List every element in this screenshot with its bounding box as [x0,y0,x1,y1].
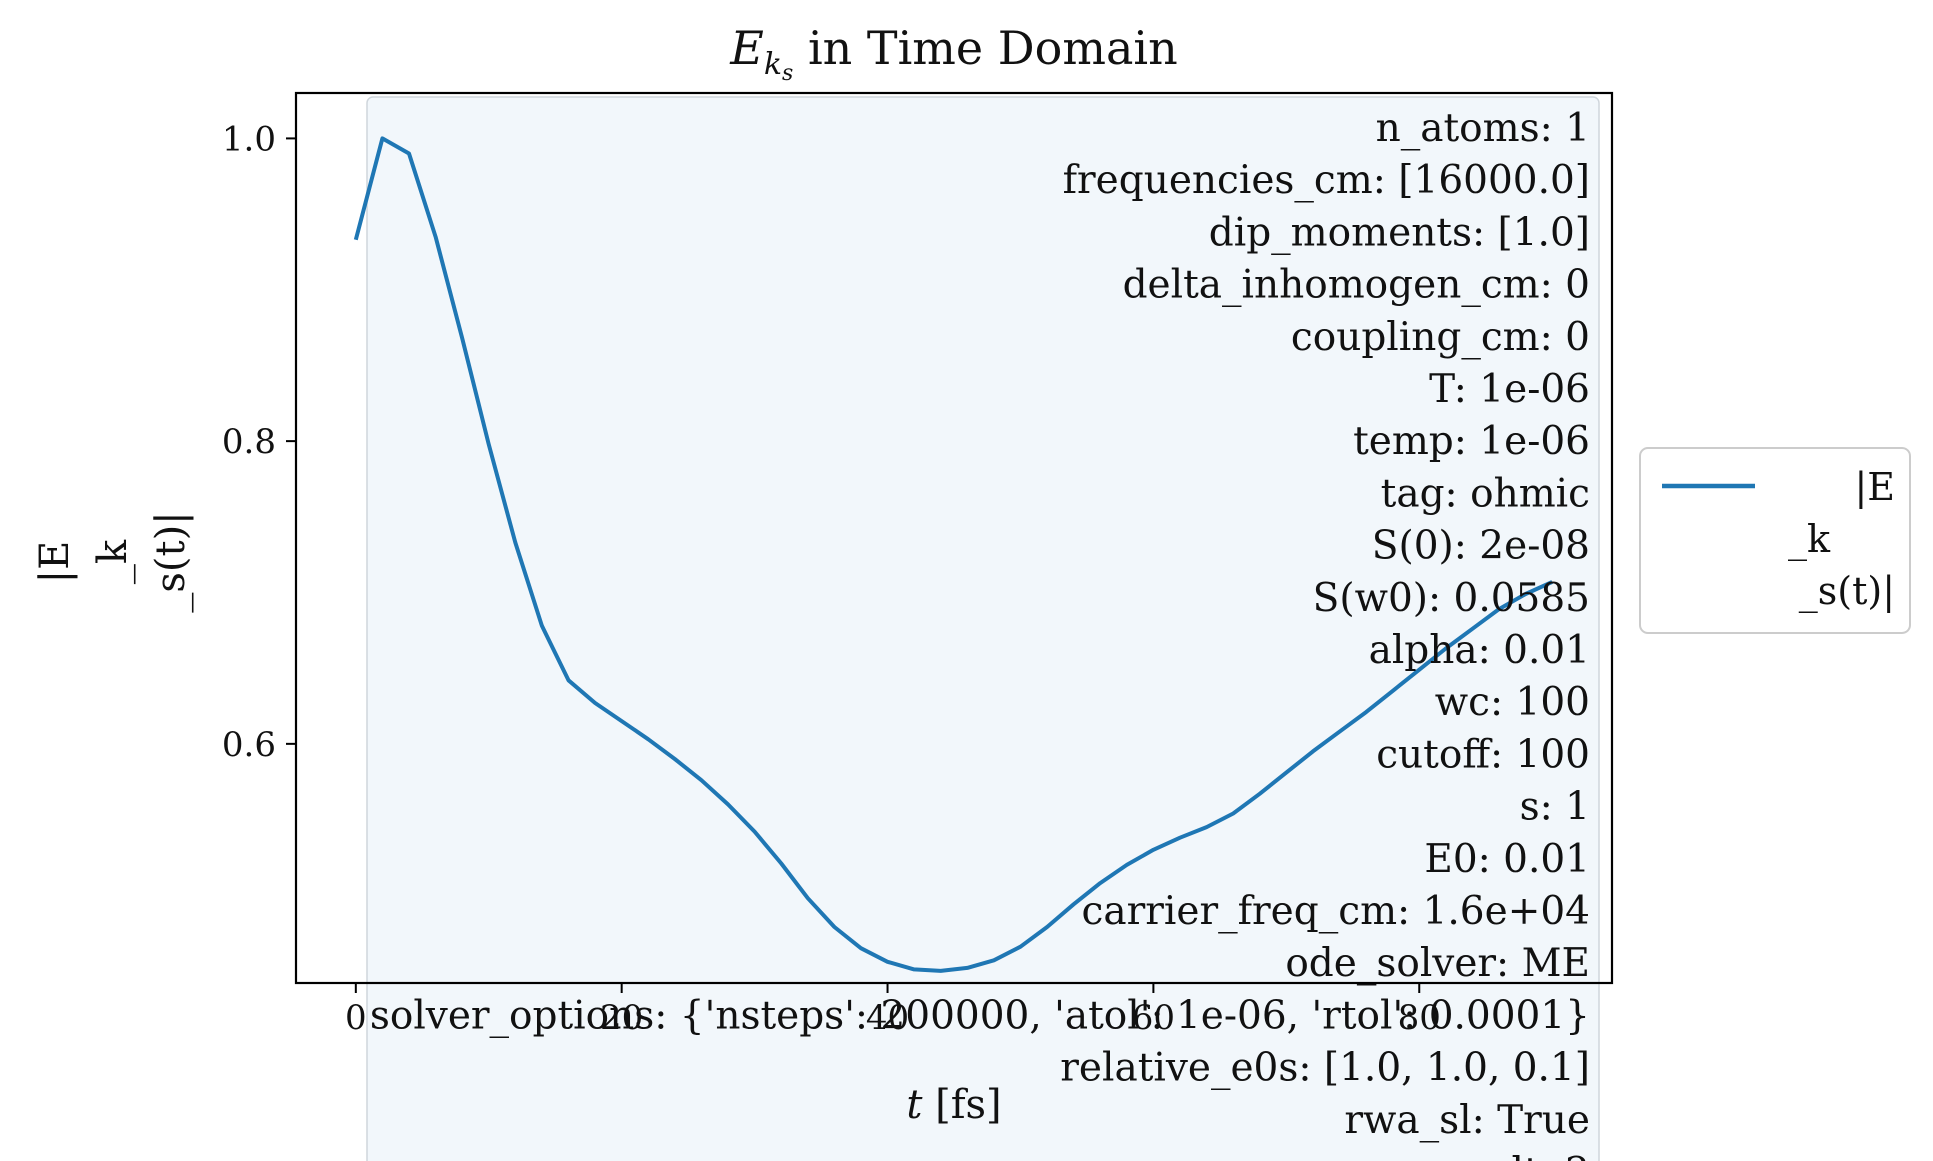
x-tick-label: 20 [600,998,643,1038]
data-point [728,804,729,805]
data-point [488,444,489,445]
legend: |E _k _s(t)| [1639,447,1911,634]
y-axis-label: |E _k _s(t)| [32,511,194,612]
info-line: wc: 100 [1435,680,1590,725]
info-line: T: 1e-06 [1429,367,1590,412]
legend-label-line-1: |E [1854,465,1895,509]
data-point [754,831,755,832]
data-point [781,863,782,864]
data-point [515,542,516,543]
data-point [993,960,994,961]
data-point [674,758,675,759]
y-tick-label: 1.0 [222,119,276,159]
legend-label-line-3: _s(t)| [1799,569,1895,614]
info-line: dt: 2 [1499,1150,1590,1161]
info-line: n_atoms: 1 [1376,106,1590,151]
data-point [1233,813,1234,814]
data-point [967,967,968,968]
data-point [1047,926,1048,927]
data-point [1153,849,1154,850]
x-tick-label: 80 [1398,998,1441,1038]
info-line: ode_solver: ME [1285,941,1590,986]
data-point [1179,837,1180,838]
info-box [366,96,1600,1161]
info-line: rwa_sl: True [1344,1098,1590,1143]
plot-frame [294,91,1614,985]
data-point [860,948,861,949]
info-line: delta_inhomogen_cm: 0 [1123,263,1590,308]
info-line: relative_e0s: [1.0, 1.0, 0.1] [1060,1046,1590,1091]
data-point [435,236,436,237]
y-tick-label: 0.6 [222,725,276,765]
data-point [1259,793,1260,794]
data-point [382,138,383,139]
data-point [1020,946,1021,947]
legend-box [1639,447,1911,634]
data-point [1312,751,1313,752]
x-axis-label: t [fs] [906,1082,1001,1128]
data-point [568,680,569,681]
chart-title: Eks in Time Domain [729,21,1177,86]
info-line: coupling_cm: 0 [1291,315,1590,360]
y-axis-label-line-1: |E [32,541,78,584]
data-point [595,702,596,703]
data-point [648,739,649,740]
data-point [1339,731,1340,732]
y-axis: 0.6 0.8 1.0 [222,119,296,765]
data-point [1392,690,1393,691]
data-point [541,625,542,626]
y-tick-label: 0.8 [222,422,276,462]
info-line: temp: 1e-06 [1353,419,1590,464]
info-line: cutoff: 100 [1376,732,1590,777]
series-line [353,136,1554,973]
data-point [1366,712,1367,713]
data-point [1126,864,1127,865]
data-point [887,961,888,962]
info-line: S(w0): 0.0585 [1313,576,1590,621]
info-line: S(0): 2e-08 [1372,524,1590,569]
data-point [355,239,356,240]
data-point [1206,827,1207,828]
info-line: solver_options: {'nsteps': 200000, 'atol… [370,993,1590,1038]
info-line: E0: 0.01 [1424,837,1590,882]
info-line: tag: ohmic [1381,471,1590,516]
x-axis: 0 20 40 60 80 [345,983,1441,1038]
info-lines: n_atoms: 1 frequencies_cm: [16000.0] dip_m… [370,106,1590,1161]
data-point [914,969,915,970]
data-point [1073,904,1074,905]
data-point [834,926,835,927]
data-point [408,153,409,154]
data-point [621,721,622,722]
data-point [940,970,941,971]
info-line: alpha: 0.01 [1369,628,1590,673]
data-point [807,898,808,899]
legend-label-line-2: _k [1788,517,1831,562]
info-line: dip_moments: [1.0] [1209,210,1590,255]
info-line: carrier_freq_cm: 1.6e+04 [1082,889,1590,934]
data-point [1100,883,1101,884]
data-point [1286,772,1287,773]
x-tick-label: 0 [345,998,367,1038]
x-tick-label: 40 [866,998,909,1038]
info-line: frequencies_cm: [16000.0] [1063,158,1590,203]
y-axis-label-line-2: _k [90,539,136,584]
info-line: s: 1 [1520,785,1590,830]
data-point [701,780,702,781]
y-axis-label-line-3: _s(t)| [148,511,194,612]
data-point [462,338,463,339]
x-tick-label: 60 [1132,998,1175,1038]
